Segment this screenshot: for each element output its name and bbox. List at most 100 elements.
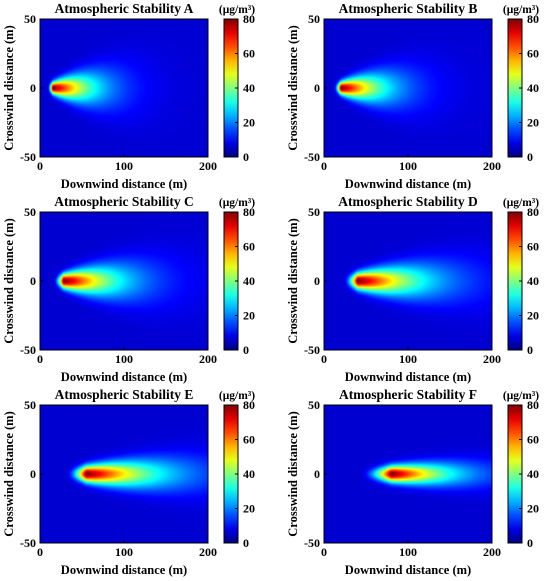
x-axis-label: Downwind distance (m) — [61, 563, 187, 577]
chart-panel-e: Atmospheric Stability E0 100 200500-50Down… — [2, 387, 255, 577]
colorbar-tick-label: 20 — [527, 116, 539, 130]
y-tick-label: 50 — [24, 205, 36, 219]
y-tick-label: 0 — [30, 81, 36, 95]
colorbar-tick-label: 40 — [527, 274, 539, 288]
colorbar-unit-label: (μg/m³) — [503, 197, 539, 209]
y-tick-label: 50 — [308, 205, 320, 219]
colorbar-unit-label: (μg/m³) — [503, 390, 539, 402]
colorbar-tick-label: 80 — [243, 398, 255, 412]
y-tick-label: 0 — [30, 467, 36, 481]
chart-panel-a: Atmospheric Stability A0 100 200500-50Down… — [2, 1, 255, 191]
y-tick-label: -50 — [20, 536, 36, 550]
y-tick-label: -50 — [20, 343, 36, 357]
colorbar-tick-label: 40 — [243, 467, 255, 481]
colorbar-tick-label: 80 — [527, 12, 539, 26]
colorbar-tick-label: 0 — [527, 150, 533, 164]
colorbar-tick-label: 60 — [527, 240, 539, 254]
heatmap-image — [40, 405, 208, 543]
x-tick-label: 100 — [115, 545, 133, 559]
colorbar-tick-label: 60 — [243, 240, 255, 254]
x-tick-label: 200 — [483, 159, 501, 173]
panel-title: Atmospheric Stability F — [339, 387, 477, 402]
x-axis-label: Downwind distance (m) — [345, 370, 471, 384]
heatmap-image — [40, 19, 208, 157]
x-axis-label: Downwind distance (m) — [61, 370, 187, 384]
colorbar-tick-label: 0 — [243, 343, 249, 357]
chart-panel-b: Atmospheric Stability B0 100 200500-50Down… — [286, 1, 539, 191]
x-tick-label: 200 — [483, 352, 501, 366]
y-axis-label: Crosswind distance (m) — [286, 218, 300, 343]
x-axis-label: Downwind distance (m) — [61, 177, 187, 191]
chart-panel-d: Atmospheric Stability D0 100 200500-50Down… — [286, 194, 539, 384]
y-tick-label: -50 — [304, 536, 320, 550]
y-axis-label: Crosswind distance (m) — [2, 411, 16, 536]
colorbar-tick-label: 80 — [527, 205, 539, 219]
heatmap-image — [324, 405, 492, 543]
colorbar-tick-label: 60 — [527, 433, 539, 447]
x-tick-label: 100 — [399, 352, 417, 366]
y-tick-label: 50 — [308, 398, 320, 412]
chart-panel-f: Atmospheric Stability F0 100 200500-50Down… — [286, 387, 539, 577]
x-tick-label: 100 — [115, 352, 133, 366]
colorbar-tick-label: 40 — [527, 81, 539, 95]
y-tick-label: 50 — [24, 12, 36, 26]
y-tick-label: -50 — [20, 150, 36, 164]
colorbar-tick-label: 0 — [243, 536, 249, 550]
colorbar-tick-label: 80 — [243, 205, 255, 219]
panel-title: Atmospheric Stability B — [339, 1, 478, 16]
x-tick-label: 200 — [199, 545, 217, 559]
x-tick-label: 0 — [37, 159, 43, 173]
x-tick-label: 0 — [37, 352, 43, 366]
colorbar-tick-label: 80 — [527, 398, 539, 412]
colorbar-tick-label: 20 — [243, 502, 255, 516]
colorbar-tick-label: 80 — [243, 12, 255, 26]
y-tick-label: 50 — [24, 398, 36, 412]
colorbar-tick-label: 20 — [243, 309, 255, 323]
x-tick-label: 200 — [199, 352, 217, 366]
colorbar-tick-label: 0 — [527, 536, 533, 550]
y-tick-label: 0 — [314, 81, 320, 95]
colorbar-unit-label: (μg/m³) — [219, 4, 255, 16]
colorbar-tick-label: 60 — [243, 47, 255, 61]
colorbar-unit-label: (μg/m³) — [219, 197, 255, 209]
chart-panel-c: Atmospheric Stability C0 100 200500-50Down… — [2, 194, 255, 384]
x-tick-label: 0 — [321, 545, 327, 559]
x-tick-label: 200 — [483, 545, 501, 559]
y-tick-label: -50 — [304, 150, 320, 164]
x-tick-label: 0 — [321, 159, 327, 173]
colorbar-unit-label: (μg/m³) — [219, 390, 255, 402]
y-tick-label: 0 — [314, 274, 320, 288]
x-tick-label: 0 — [321, 352, 327, 366]
x-tick-label: 100 — [399, 545, 417, 559]
panel-title: Atmospheric Stability C — [54, 194, 194, 209]
x-tick-label: 200 — [199, 159, 217, 173]
x-tick-label: 0 — [37, 545, 43, 559]
colorbar-unit-label: (μg/m³) — [503, 4, 539, 16]
colorbar-tick-label: 40 — [527, 467, 539, 481]
y-tick-label: 0 — [30, 274, 36, 288]
colorbar-tick-label: 20 — [527, 309, 539, 323]
panel-title: Atmospheric Stability A — [55, 1, 194, 16]
colorbar-tick-label: 40 — [243, 274, 255, 288]
colorbar-tick-label: 0 — [243, 150, 249, 164]
x-tick-label: 100 — [399, 159, 417, 173]
y-tick-label: 0 — [314, 467, 320, 481]
heatmap-image — [40, 212, 208, 350]
colorbar-tick-label: 40 — [243, 81, 255, 95]
colorbar-tick-label: 20 — [527, 502, 539, 516]
colorbar-tick-label: 60 — [527, 47, 539, 61]
y-tick-label: -50 — [304, 343, 320, 357]
colorbar-tick-label: 20 — [243, 116, 255, 130]
panel-title: Atmospheric Stability D — [338, 194, 478, 209]
y-axis-label: Crosswind distance (m) — [2, 218, 16, 343]
panel-title: Atmospheric Stability E — [55, 387, 194, 402]
x-axis-label: Downwind distance (m) — [345, 177, 471, 191]
colorbar-tick-label: 60 — [243, 433, 255, 447]
heatmap-image — [324, 19, 492, 157]
x-tick-label: 100 — [115, 159, 133, 173]
x-axis-label: Downwind distance (m) — [345, 563, 471, 577]
y-tick-label: 50 — [308, 12, 320, 26]
y-axis-label: Crosswind distance (m) — [2, 25, 16, 150]
colorbar-tick-label: 0 — [527, 343, 533, 357]
